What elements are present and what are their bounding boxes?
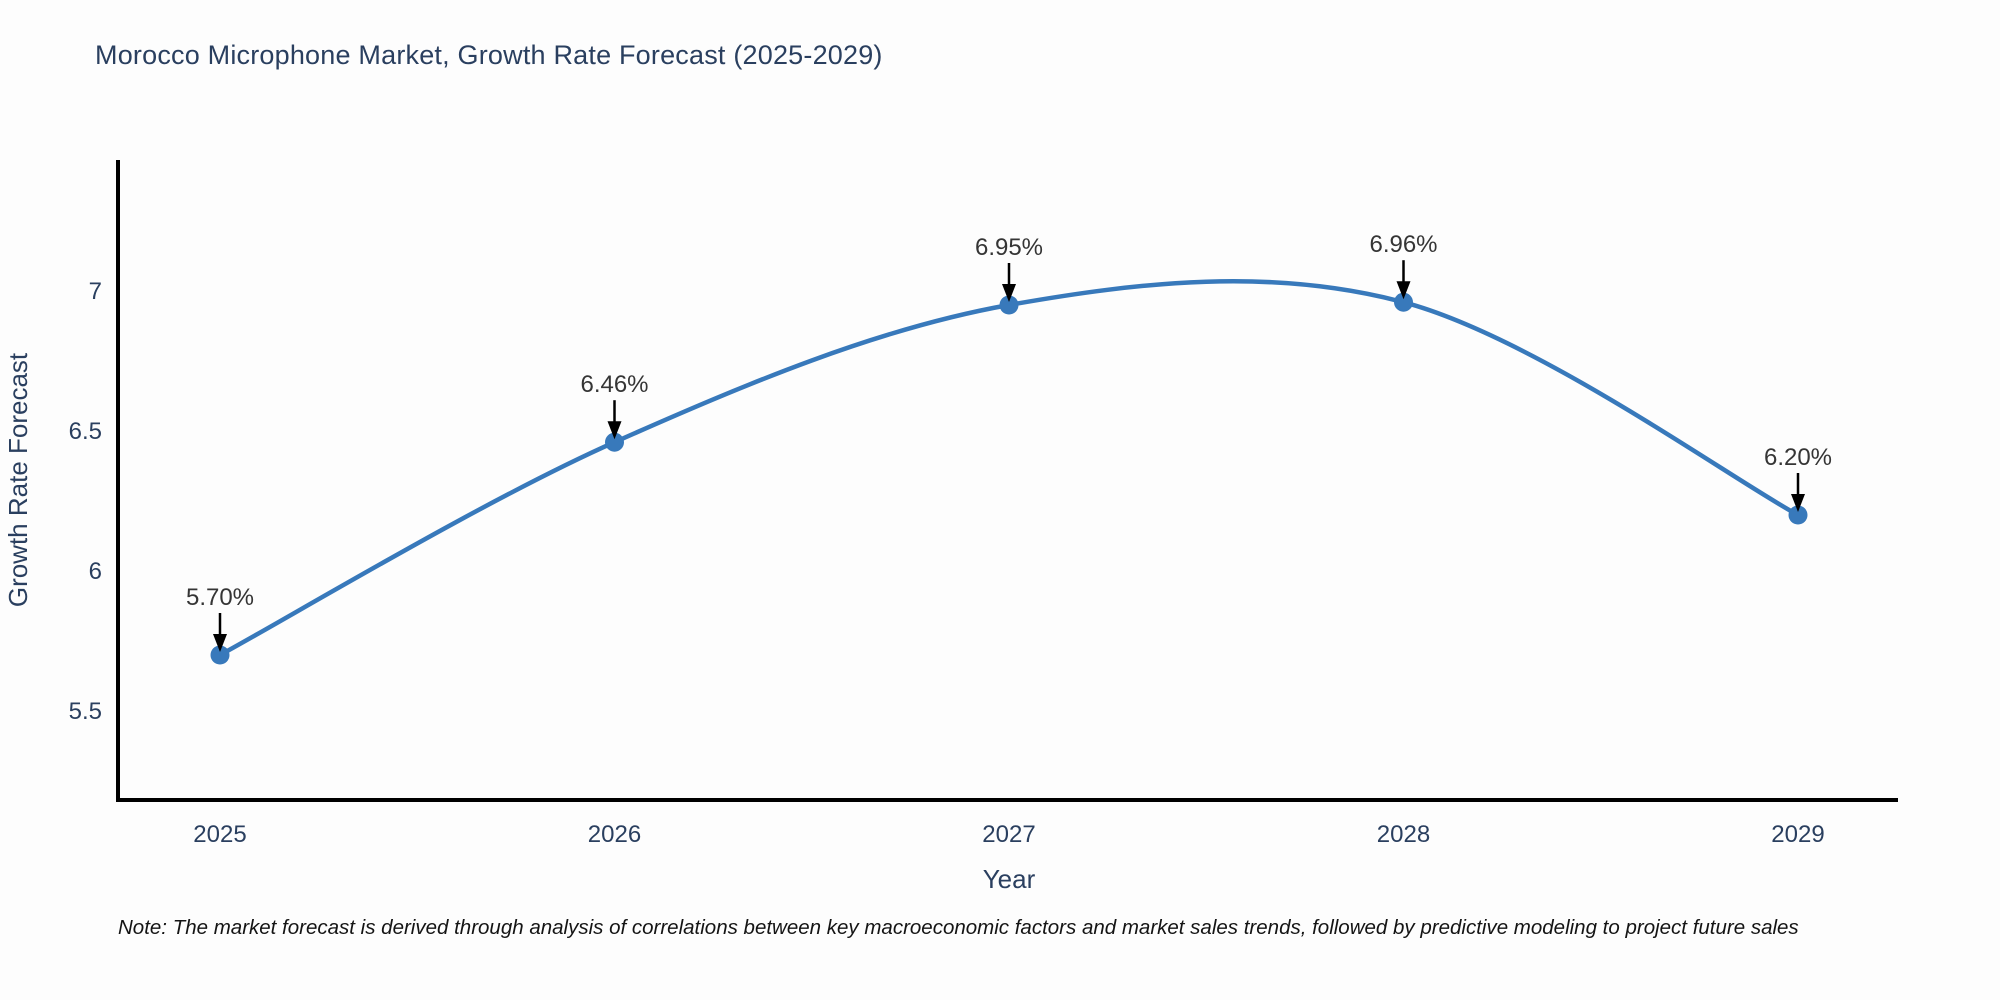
data-point-label: 6.46% bbox=[580, 371, 648, 398]
data-point-marker bbox=[210, 645, 230, 665]
data-point-label: 6.96% bbox=[1369, 231, 1437, 258]
chart-title: Morocco Microphone Market, Growth Rate F… bbox=[95, 40, 883, 70]
data-point-marker bbox=[1788, 505, 1808, 525]
annotation-arrowhead bbox=[607, 421, 622, 440]
annotation-arrowhead bbox=[1396, 281, 1411, 300]
data-point-marker bbox=[999, 295, 1019, 315]
x-tick-label: 2025 bbox=[193, 821, 246, 848]
x-tick-label: 2028 bbox=[1377, 821, 1430, 848]
x-axis-title: Year bbox=[983, 864, 1036, 894]
footnote: Note: The market forecast is derived thr… bbox=[118, 916, 1799, 939]
data-point-label: 5.70% bbox=[186, 584, 254, 611]
y-tick-label: 6.5 bbox=[69, 418, 102, 445]
annotation-arrowhead bbox=[213, 634, 227, 652]
x-tick-label: 2029 bbox=[1771, 821, 1824, 848]
annotation-arrowhead bbox=[1791, 494, 1805, 512]
y-tick-label: 5.5 bbox=[69, 698, 102, 725]
annotation-arrowhead bbox=[1002, 284, 1016, 302]
y-tick-label: 7 bbox=[89, 278, 102, 305]
data-point-marker bbox=[605, 432, 624, 452]
data-point-marker bbox=[1394, 292, 1413, 312]
y-tick-label: 6 bbox=[89, 558, 102, 585]
trend-line bbox=[217, 279, 1801, 658]
data-point-label: 6.20% bbox=[1764, 444, 1832, 471]
x-tick-label: 2026 bbox=[588, 821, 641, 848]
data-point-label: 6.95% bbox=[975, 234, 1043, 261]
y-axis-title: Growth Rate Forecast bbox=[3, 352, 33, 607]
x-tick-label: 2027 bbox=[982, 821, 1035, 848]
